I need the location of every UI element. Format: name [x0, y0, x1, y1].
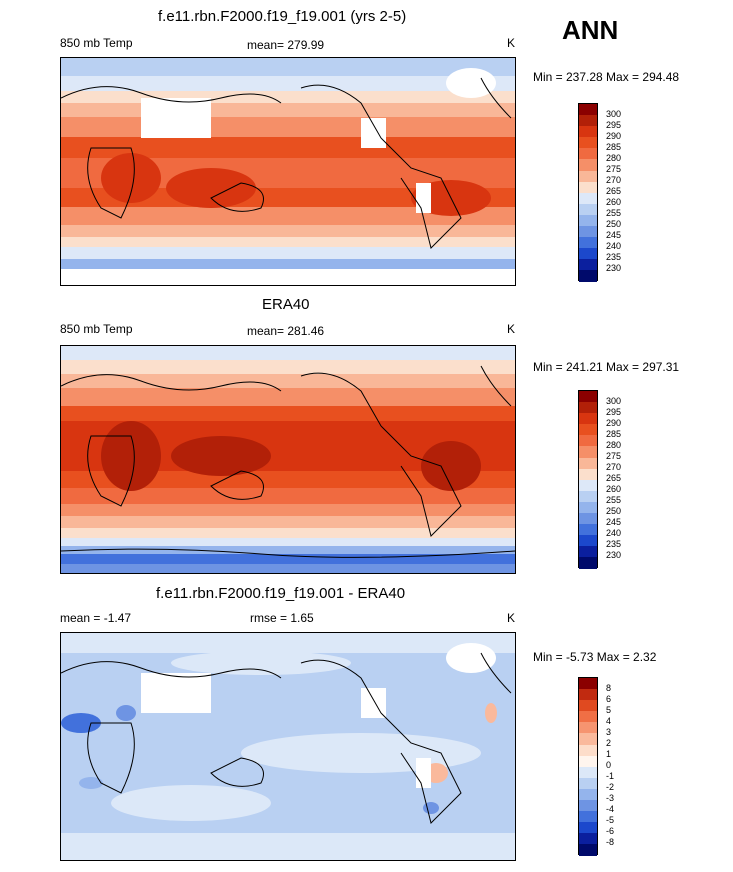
panel1-colorbar-label: 275 — [606, 164, 622, 174]
panel1-colorbar-label: 285 — [606, 142, 622, 152]
season-label: ANN — [562, 15, 619, 45]
panel1-colorbar-label: 250 — [606, 219, 622, 229]
panel3-colorbar-label: 8 — [606, 683, 612, 693]
panel3-colorbar-label: -8 — [606, 837, 615, 847]
panel3-colorbar-label: 1 — [606, 749, 612, 759]
panel3-rmse-label: rmse = 1.65 — [250, 611, 314, 625]
panel1-colorbar-label: 240 — [606, 241, 622, 251]
panel2-colorbar-label: 240 — [606, 528, 622, 538]
panel3-colorbar-swatches — [578, 677, 598, 856]
panel3-units: K — [507, 611, 516, 625]
panel3-colorbar-label: 3 — [606, 727, 612, 737]
panel2-colorbar-label: 280 — [606, 440, 622, 450]
panel2-colorbar-label: 260 — [606, 484, 622, 494]
panel1-colorbar-label: 235 — [606, 252, 622, 262]
panel1-map — [60, 57, 516, 286]
panel2-colorbar-label: 250 — [606, 506, 622, 516]
panel2-colorbar-label: 270 — [606, 462, 622, 472]
panel3-colorbar-label: 6 — [606, 694, 612, 704]
panel1-title: f.e11.rbn.F2000.f19_f19.001 (yrs 2-5) — [158, 8, 407, 25]
panel1-colorbar-label: 290 — [606, 131, 622, 141]
panel3-colorbar-label: -5 — [606, 815, 615, 825]
panel2-units: K — [507, 322, 516, 336]
panel1-colorbar-label: 300 — [606, 109, 622, 119]
panel2-colorbar-label: 245 — [606, 517, 622, 527]
panel3-colorbar-label: 0 — [606, 760, 612, 770]
panel1-colorbar-label: 230 — [606, 263, 622, 273]
panel2-colorbar-label: 300 — [606, 396, 622, 406]
panel1-colorbar-label: 255 — [606, 208, 622, 218]
panel2-colorbar-label: 230 — [606, 550, 622, 560]
panel3-mean-label: mean = -1.47 — [60, 611, 132, 625]
panel1-units: K — [507, 36, 516, 50]
panel3-colorbar-label: -3 — [606, 793, 615, 803]
panel2-map-svg — [61, 346, 515, 573]
panel3-map-svg — [61, 633, 515, 860]
panel2-colorbar-label: 255 — [606, 495, 622, 505]
panel2-colorbar-label: 290 — [606, 418, 622, 428]
panel2-colorbar-label: 285 — [606, 429, 622, 439]
panel2-colorbar-label: 295 — [606, 407, 622, 417]
panel3-title: f.e11.rbn.F2000.f19_f19.001 - ERA40 — [156, 585, 406, 602]
panel3-map — [60, 632, 516, 861]
panel1-mean-label: mean= 279.99 — [247, 38, 325, 52]
panel3-colorbar-label: -2 — [606, 782, 615, 792]
panel3-colorbar-label: -1 — [606, 771, 615, 781]
panel2-map — [60, 345, 516, 574]
panel3-colorbar-label: 2 — [606, 738, 612, 748]
panel1-colorbar-label: 280 — [606, 153, 622, 163]
panel2-left-label: 850 mb Temp — [60, 322, 133, 336]
panel3-minmax: Min = -5.73 Max = 2.32 — [533, 650, 657, 664]
panel2-colorbar-label: 275 — [606, 451, 622, 461]
panel1-colorbar-label: 295 — [606, 120, 622, 130]
panel2-minmax: Min = 241.21 Max = 297.31 — [533, 360, 680, 374]
panel3-colorbar-label: 4 — [606, 716, 612, 726]
panel3-colorbar-label: -6 — [606, 826, 615, 836]
panel2-colorbar-label: 265 — [606, 473, 622, 483]
panel1-colorbar-label: 245 — [606, 230, 622, 240]
panel1-colorbar-label: 260 — [606, 197, 622, 207]
panel2-colorbar-label: 235 — [606, 539, 622, 549]
panel2-mean-label: mean= 281.46 — [247, 324, 325, 338]
panel2-title: ERA40 — [262, 296, 310, 313]
panel1-colorbar-swatches — [578, 103, 598, 282]
panel1-colorbar-label: 265 — [606, 186, 622, 196]
panel1-left-label: 850 mb Temp — [60, 36, 133, 50]
panel1-map-svg — [61, 58, 515, 285]
panel1-colorbar-label: 270 — [606, 175, 622, 185]
panel3-colorbar-label: -4 — [606, 804, 615, 814]
panel3-colorbar-label: 5 — [606, 705, 612, 715]
panel2-colorbar-swatches — [578, 390, 598, 569]
panel1-minmax: Min = 237.28 Max = 294.48 — [533, 70, 680, 84]
